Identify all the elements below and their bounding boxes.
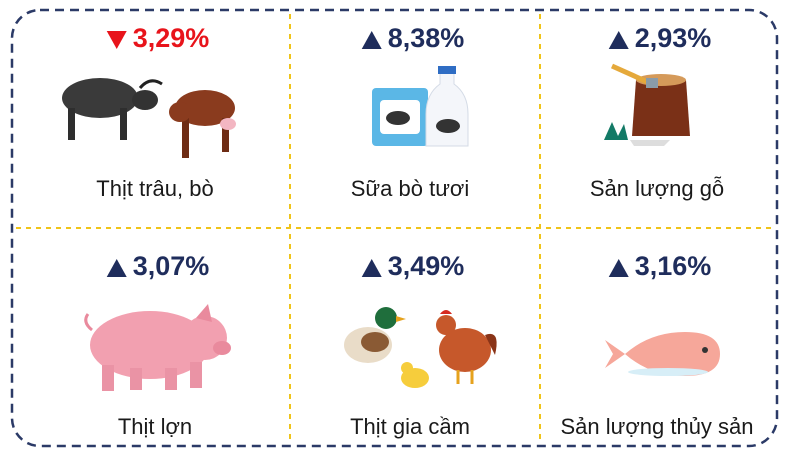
fish-icon <box>605 332 720 376</box>
down-arrow <box>106 31 127 49</box>
stump-icon <box>604 63 690 146</box>
item-label: Thịt gia cầm <box>350 414 470 439</box>
milk-icon <box>372 66 469 147</box>
item-label: Sản lượng thủy sản <box>560 414 753 439</box>
change-value: 2,93% <box>635 23 712 53</box>
buffalo-cow-icon <box>62 78 236 158</box>
change-value: 3,16% <box>635 251 712 281</box>
item-label: Sữa bò tươi <box>351 176 470 201</box>
poultry-icon <box>344 307 497 388</box>
up-arrow <box>106 259 127 277</box>
cells: 3,29% Thịt trâu, bò 8,38% Sữa bò tươi 2,93% S… <box>96 23 753 439</box>
change-value: 8,38% <box>388 23 465 53</box>
item-label: Thịt lợn <box>118 414 192 439</box>
up-arrow <box>361 31 382 49</box>
dividers <box>16 14 773 442</box>
up-arrow <box>608 259 629 277</box>
item-label: Thịt trâu, bò <box>96 176 213 201</box>
up-arrow <box>608 31 629 49</box>
change-value: 3,49% <box>388 251 465 281</box>
change-value: 3,29% <box>133 23 210 53</box>
item-label: Sản lượng gỗ <box>590 176 724 201</box>
up-arrow <box>361 259 382 277</box>
change-value: 3,07% <box>133 251 210 281</box>
pig-icon <box>84 304 231 391</box>
